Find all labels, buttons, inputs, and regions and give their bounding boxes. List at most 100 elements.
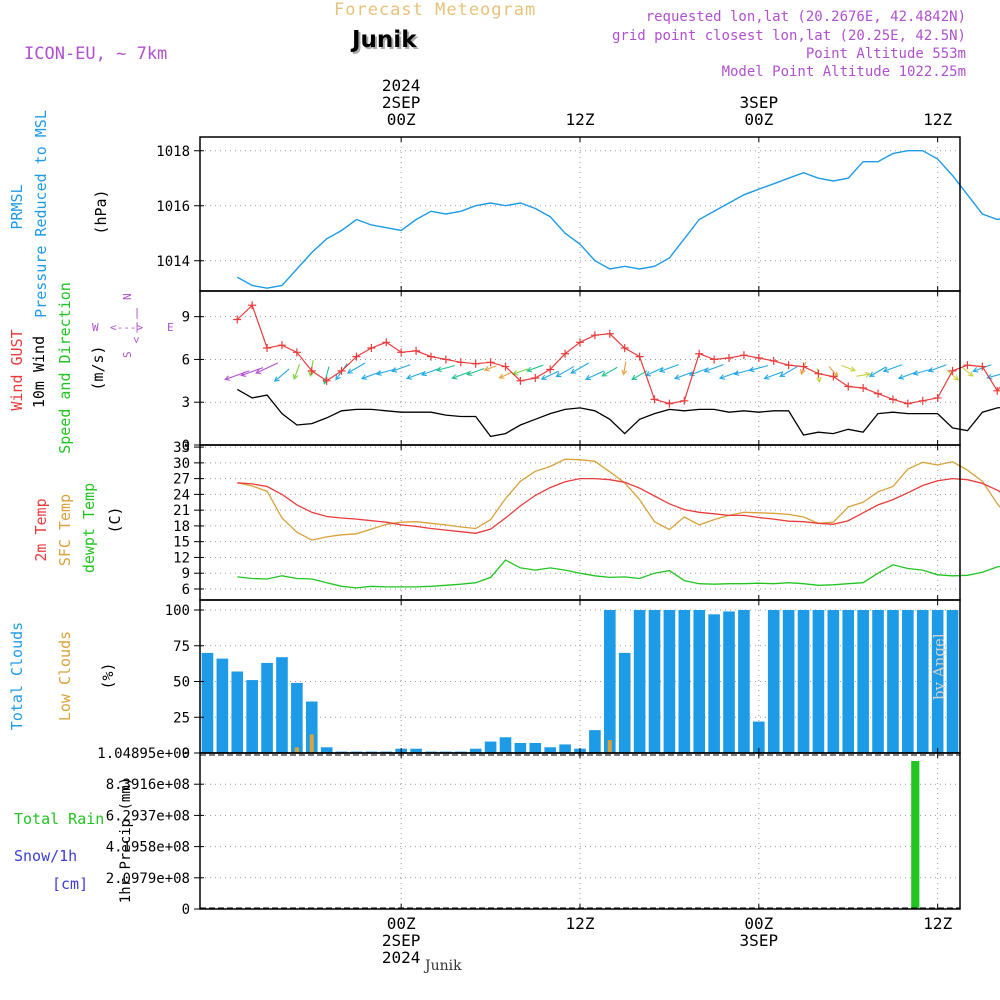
total-cloud-bar — [246, 680, 258, 753]
total-cloud-bar — [767, 610, 780, 753]
total-cloud-bar — [693, 610, 706, 753]
y-tick-label: 24 — [173, 487, 190, 503]
top-time-label: 12Z — [566, 110, 595, 129]
wind-arrow — [420, 367, 441, 377]
total-cloud-bar — [514, 742, 527, 753]
total-cloud-bar — [916, 610, 929, 753]
top-time-label: 2024 — [382, 76, 421, 95]
wind-arrow-head — [832, 371, 839, 378]
gust-marker — [546, 365, 555, 374]
wind-arrow-head — [688, 370, 695, 377]
wind-arrow — [483, 365, 497, 372]
bottom-time-label: 2SEP — [382, 931, 421, 950]
total-cloud-bar — [782, 610, 795, 753]
wind-arrow-shaft — [623, 361, 627, 375]
wind-arrow-shaft — [467, 367, 485, 376]
wind-arrow-head — [420, 370, 427, 377]
wind-arrow-head — [748, 366, 755, 373]
wind-arrow-head — [897, 374, 905, 380]
gust-marker — [397, 348, 406, 357]
wind-arrow — [841, 365, 857, 372]
compass-arrow: > — [130, 337, 143, 344]
wind-arrow-head — [912, 370, 919, 376]
t2m-label: 2m Temp — [32, 498, 50, 561]
sfc-temp-line — [237, 458, 1000, 541]
wind-arrow-shaft — [255, 362, 279, 374]
gust-marker — [635, 352, 644, 361]
wind-arrow-shaft — [828, 366, 838, 377]
gust-marker — [412, 346, 421, 355]
y-tick-label: 1018 — [156, 144, 190, 160]
model-altitude: Model Point Altitude 1022.25m — [721, 64, 966, 80]
low-clouds-label: Low Clouds — [56, 631, 74, 721]
y-tick-label: 0 — [182, 438, 190, 454]
total-cloud-bar — [902, 610, 914, 753]
wind-arrow-shaft — [527, 364, 544, 372]
wind-arrow-shaft — [293, 364, 301, 380]
wind-arrow-shaft — [764, 371, 784, 379]
rain-bar — [911, 761, 920, 909]
wind-arrow — [748, 364, 769, 373]
wind-arrow-head — [498, 373, 505, 379]
gust-marker — [710, 355, 719, 364]
grid-point-coords: grid point closest lon,lat (20.25E, 42.5… — [611, 28, 966, 44]
wind-arrow-head — [555, 372, 562, 378]
total-cloud-bar — [887, 610, 899, 753]
total-cloud-bar — [708, 614, 720, 753]
wind-arrow-shaft — [570, 362, 590, 374]
total-cloud-bar — [603, 610, 616, 753]
gust-marker — [292, 348, 301, 357]
wind-arrow-shaft — [406, 371, 426, 379]
wind-arrow-head — [864, 371, 871, 378]
gust-marker — [248, 301, 257, 310]
total-cloud-bar — [738, 610, 750, 753]
precip-unit: 1hr Precip (mm) — [118, 777, 134, 903]
wind-arrow-head — [375, 370, 382, 376]
wind-arrow-head — [674, 374, 681, 380]
gust-marker — [725, 354, 734, 363]
total-cloud-bar — [931, 610, 944, 753]
wind-arrow — [779, 366, 798, 378]
wind-arrow — [540, 370, 559, 380]
wind-arrow — [897, 371, 917, 380]
wind-arrow-head — [466, 370, 473, 376]
gust-marker — [978, 362, 987, 371]
gust-marker — [277, 341, 286, 350]
bottom-time-label: 3SEP — [740, 931, 779, 950]
total-cloud-bar — [410, 748, 422, 753]
wind-arrow-head — [224, 375, 231, 381]
compass-tick: | — [134, 320, 141, 333]
sfc-temp-label: SFC Temp — [56, 494, 74, 566]
wind-unit: (m/s) — [89, 345, 107, 390]
gust-marker — [233, 315, 242, 324]
wind-arrow — [763, 371, 784, 380]
wind-arrow-head — [763, 374, 770, 380]
total-cloud-bar — [291, 682, 303, 753]
gust-marker — [456, 358, 465, 367]
y-tick-label: 12 — [173, 550, 190, 566]
top-time-label: 2SEP — [382, 93, 421, 112]
wind-arrow — [526, 364, 544, 373]
pressure-label-prmsl: PRMSL — [8, 184, 26, 229]
y-tick-label: 100 — [165, 603, 190, 619]
gust-marker — [650, 395, 659, 404]
gust-marker — [874, 389, 883, 398]
wind-arrow-head — [451, 374, 458, 380]
wind-arrow-head — [360, 374, 368, 380]
gust-marker — [739, 351, 748, 360]
gust-marker — [426, 352, 435, 361]
wind-arrow-head — [335, 374, 341, 381]
total-cloud-bar — [753, 721, 765, 753]
gust-marker — [382, 338, 391, 347]
watermark: by Angel — [930, 633, 948, 700]
gust-marker — [516, 376, 525, 385]
wind-arrow-head — [882, 367, 889, 373]
wind-arrow-head — [927, 367, 934, 373]
wind-arrow-head — [255, 368, 262, 374]
total-cloud-bar — [946, 610, 959, 753]
wind-arrow-head — [953, 375, 960, 381]
snow-unit-label: [cm] — [52, 875, 88, 893]
total-cloud-bar — [484, 741, 497, 753]
wind-arrow-shaft — [674, 371, 694, 379]
y-tick-label: 4.1958e+08 — [106, 840, 190, 856]
